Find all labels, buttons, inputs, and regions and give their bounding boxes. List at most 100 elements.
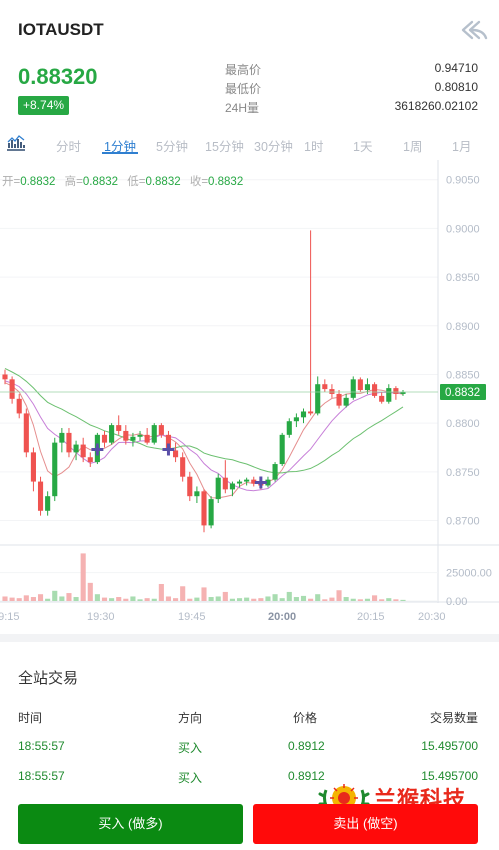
volume-bar — [23, 595, 29, 601]
tab-15min[interactable]: 15分钟 — [205, 140, 244, 154]
price-tick-label: 0.9050 — [446, 175, 480, 187]
volume-bar — [222, 591, 228, 601]
candle-body — [194, 491, 200, 497]
trade-amount: 15.495700 — [421, 739, 478, 753]
volume-bar — [329, 597, 335, 601]
change-badge: +8.74% — [18, 96, 70, 115]
candle-body — [73, 444, 79, 453]
trade-side: 买入 — [178, 771, 203, 785]
ma-line — [4, 367, 404, 474]
kline-chart[interactable]: 0.9050 0.9000 0.8950 0.8900 0.8850 0.8800 0.87… — [0, 160, 499, 630]
volume-bar — [116, 597, 122, 601]
volume-bar — [308, 598, 314, 601]
active-tab-indicator — [102, 152, 138, 154]
volume-bar — [229, 598, 235, 601]
volume-bar — [73, 597, 79, 601]
candle-body — [87, 457, 93, 463]
candle-body — [393, 388, 399, 394]
time-tick-label: 20:15 — [357, 611, 385, 623]
low-value: 0.8832 — [145, 176, 181, 188]
volume-bar — [400, 599, 406, 601]
time-tick-label: 19:45 — [178, 611, 206, 623]
candle-body — [286, 421, 292, 435]
candle-body — [59, 432, 65, 443]
volume-bar — [109, 598, 115, 601]
candle-body — [165, 434, 172, 451]
price-tick-label: 0.8800 — [446, 418, 480, 430]
volume-bar — [59, 596, 65, 601]
sell-short-button[interactable]: 卖出 (做空) — [253, 804, 478, 844]
interval-tabs: 分时 1分钟 5分钟 15分钟 30分钟 1时 1天 1周 1月 — [0, 132, 499, 158]
volume-bar — [16, 598, 22, 601]
candle-body — [144, 434, 150, 443]
candle-body — [329, 389, 335, 394]
high-label: 高= — [64, 176, 83, 188]
candle-body — [173, 450, 179, 458]
candle-body — [16, 398, 22, 414]
candle-body — [300, 411, 307, 418]
candle-body — [30, 452, 36, 482]
volume-bar — [265, 596, 271, 601]
column-header-side: 方向 — [178, 711, 203, 725]
candle-body — [37, 481, 44, 511]
tab-1day[interactable]: 1天 — [353, 140, 373, 154]
column-header-price: 价格 — [293, 711, 318, 725]
candle-body — [101, 434, 108, 443]
candle-body — [336, 393, 342, 406]
low-label: 低= — [127, 176, 146, 188]
volume-bar — [393, 599, 399, 601]
trade-price: 0.8912 — [288, 769, 325, 783]
tab-1min[interactable]: 1分钟 — [104, 140, 136, 154]
volume-bar — [137, 599, 143, 601]
volume-bar — [315, 594, 321, 601]
buy-long-button[interactable]: 买入 (做多) — [18, 804, 243, 844]
column-header-amount: 交易数量 — [429, 711, 478, 725]
candle-body — [208, 499, 214, 526]
open-value: 0.8832 — [20, 176, 56, 188]
volume-bar — [187, 598, 193, 601]
volume-bar — [130, 596, 136, 601]
candle-body — [9, 379, 15, 399]
volume-bar — [236, 598, 243, 601]
tab-1week[interactable]: 1周 — [403, 140, 423, 154]
tab-30min[interactable]: 30分钟 — [254, 140, 293, 154]
volume-bar — [336, 590, 342, 601]
candle-body — [109, 425, 115, 443]
volume-bar — [258, 598, 264, 601]
tab-time-share[interactable]: 分时 — [56, 140, 82, 154]
volume-bar — [173, 598, 179, 601]
tab-1month[interactable]: 1月 — [452, 140, 472, 154]
volume-bar — [251, 598, 257, 601]
volume-bar — [80, 553, 86, 601]
chart-type-icon[interactable] — [6, 134, 26, 152]
volume-bar — [215, 596, 221, 601]
volume-bar — [165, 596, 172, 601]
candle-body — [137, 434, 143, 437]
volume-bar — [123, 598, 129, 601]
candle-body — [151, 425, 157, 443]
volume-bar — [208, 597, 214, 601]
header: IOTAUSDT — [0, 0, 499, 60]
high-price-label: 最高价 — [225, 63, 262, 77]
trade-price: 0.8912 — [288, 739, 325, 753]
volume-bar — [52, 590, 58, 601]
open-label: 开= — [2, 176, 21, 188]
volume-bar — [379, 599, 385, 601]
signal-marker-icon — [162, 443, 175, 456]
tab-1hour[interactable]: 1时 — [304, 140, 324, 154]
price-tick-label: 0.9000 — [446, 223, 480, 235]
time-tick-label: 19:30 — [87, 611, 115, 623]
volume-bar — [37, 594, 44, 601]
back-arrow-icon[interactable] — [460, 20, 488, 40]
volume-bar — [30, 597, 36, 601]
tab-5min[interactable]: 5分钟 — [156, 140, 188, 154]
candle-body — [158, 425, 164, 435]
volume-bar — [372, 595, 378, 601]
volume-bar — [357, 599, 363, 601]
candle-body — [130, 436, 136, 441]
candle-body — [80, 444, 86, 458]
volume-bar — [272, 594, 278, 601]
candle-body — [364, 384, 371, 391]
price-tick-label: 0.8850 — [446, 369, 480, 381]
candle-body — [322, 384, 328, 390]
